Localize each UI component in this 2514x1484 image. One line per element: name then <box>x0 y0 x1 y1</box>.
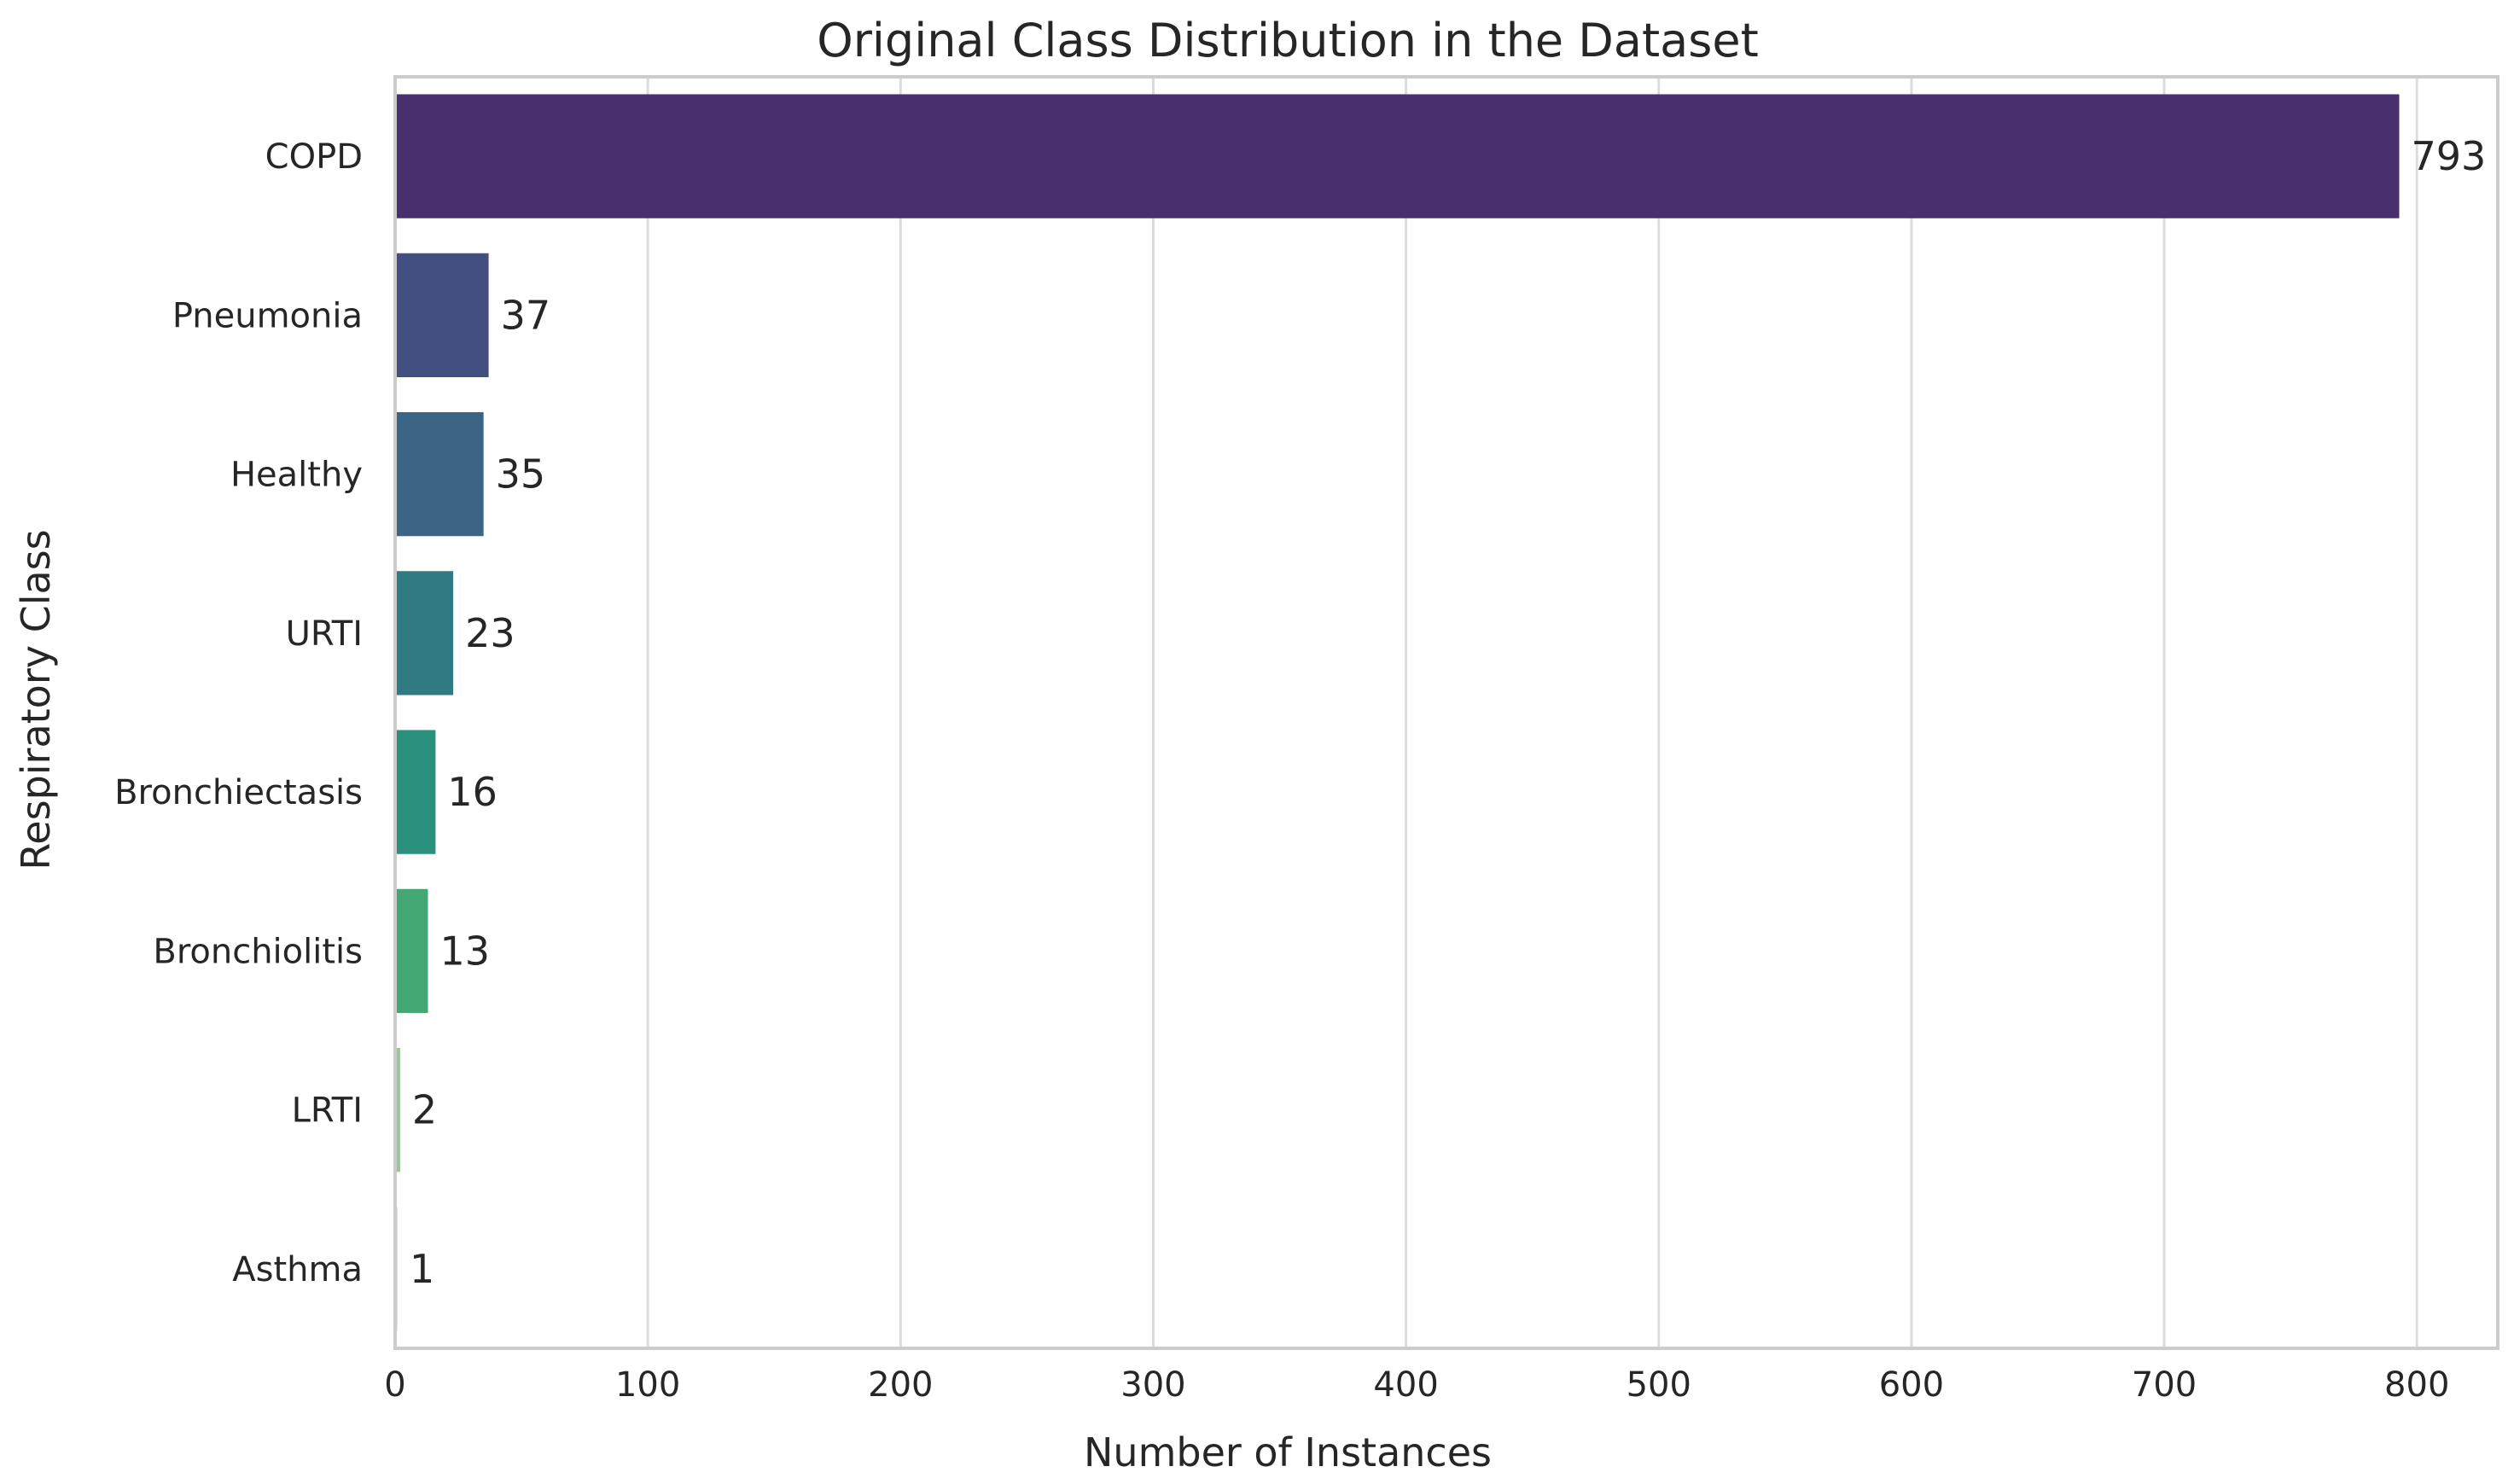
bar <box>395 888 428 1014</box>
category-labels: COPD Pneumonia Healthy URTI Bronchiectasis Br… <box>114 137 363 1289</box>
category-label: LRTI <box>292 1091 363 1131</box>
x-tick-label: 400 <box>1373 1365 1438 1405</box>
data-labels: 793 37 35 23 16 13 2 1 <box>410 133 2486 1292</box>
x-tick-label: 600 <box>1879 1365 1944 1405</box>
data-label: 16 <box>447 769 498 815</box>
grid-lines <box>393 77 2418 1348</box>
category-label: Healthy <box>230 456 363 495</box>
x-tick-label: 100 <box>615 1365 680 1405</box>
bar <box>395 1047 400 1173</box>
category-label: URTI <box>286 614 363 654</box>
bar <box>395 94 2400 218</box>
category-label: COPD <box>265 137 363 177</box>
x-tick-label: 0 <box>384 1365 405 1405</box>
bar <box>395 730 436 854</box>
y-axis-title: Respiratory Class <box>13 529 59 870</box>
x-tick-label: 500 <box>1627 1365 1691 1405</box>
category-label: Asthma <box>232 1250 363 1289</box>
bar <box>395 253 489 378</box>
data-label: 1 <box>410 1246 434 1292</box>
category-label: Pneumonia <box>172 296 363 335</box>
chart-title: Original Class Distribution in the Datas… <box>817 14 1759 67</box>
x-tick-labels: 0 100 200 300 400 500 600 700 800 <box>384 1365 2449 1405</box>
category-label: Bronchiectasis <box>114 773 363 812</box>
x-tick-label: 300 <box>1120 1365 1185 1405</box>
x-tick-label: 700 <box>2132 1365 2197 1405</box>
x-axis-title: Number of Instances <box>1084 1429 1492 1475</box>
category-label: Bronchiolitis <box>153 932 363 971</box>
data-label: 23 <box>465 610 515 656</box>
bar <box>395 571 454 695</box>
data-label: 37 <box>501 292 551 338</box>
x-tick-label: 800 <box>2384 1365 2449 1405</box>
data-label: 35 <box>496 451 546 498</box>
plot-frame <box>393 75 2499 1350</box>
data-label: 2 <box>412 1087 437 1133</box>
bar <box>395 411 484 537</box>
data-label: 13 <box>440 928 491 974</box>
bars <box>395 94 2400 1331</box>
x-tick-label: 200 <box>868 1365 933 1405</box>
data-label: 793 <box>2412 133 2487 179</box>
